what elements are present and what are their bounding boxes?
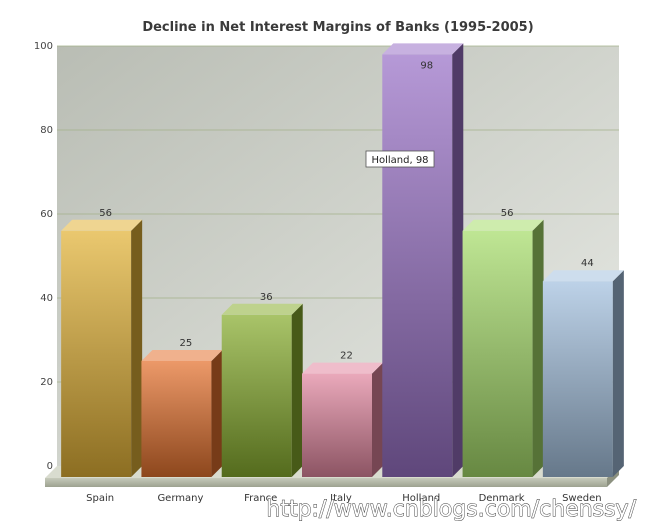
- bar-side: [372, 362, 383, 477]
- bar-side: [452, 43, 464, 478]
- bar-front: [382, 54, 453, 478]
- bar-front: [61, 230, 132, 477]
- value-label: 36: [260, 292, 273, 303]
- bar-side: [612, 270, 624, 477]
- bar-denmark[interactable]: [462, 219, 544, 478]
- x-tick-label: Holland: [402, 493, 440, 504]
- x-tick-label: Spain: [86, 493, 114, 504]
- bar-top: [221, 303, 303, 315]
- value-label: 56: [501, 208, 514, 219]
- y-tick-label: 0: [47, 461, 53, 472]
- bar-front: [462, 230, 533, 477]
- x-tick-label: Germany: [157, 493, 203, 504]
- bar-top: [382, 43, 464, 55]
- chart-title: Decline in Net Interest Margins of Banks…: [142, 20, 533, 35]
- x-tick-label: Sweden: [562, 493, 602, 504]
- y-tick-label: 60: [40, 209, 53, 220]
- value-label: 56: [99, 208, 112, 219]
- bar-italy[interactable]: [302, 362, 383, 477]
- bar-side: [211, 350, 223, 477]
- bar-france[interactable]: [221, 303, 303, 477]
- bar-germany[interactable]: [141, 350, 223, 477]
- bar-top: [61, 219, 143, 231]
- watermark-text: http://www.cnblogs.com/chenssy/: [266, 497, 636, 522]
- bar-side: [291, 303, 303, 477]
- x-tick-label: Italy: [330, 493, 352, 504]
- bar-front: [141, 361, 212, 477]
- bar-holland[interactable]: [382, 43, 464, 478]
- bar-front: [221, 314, 292, 477]
- x-tick-label: Denmark: [479, 493, 525, 504]
- bar-front: [542, 281, 613, 477]
- bar-side: [131, 219, 143, 478]
- value-label: 44: [581, 258, 594, 269]
- bar-top: [462, 219, 544, 231]
- tooltip-text: Holland, 98: [371, 155, 428, 166]
- bar-front: [302, 373, 372, 477]
- y-tick-label: 40: [40, 293, 53, 304]
- bar-top: [141, 350, 223, 361]
- value-label: 25: [180, 338, 193, 349]
- tooltip: Holland, 98: [365, 150, 435, 168]
- value-label: 22: [340, 351, 353, 362]
- bar-top: [542, 270, 624, 282]
- y-tick-label: 100: [34, 41, 53, 52]
- bar-top: [302, 362, 383, 374]
- y-tick-label: 80: [40, 125, 53, 136]
- y-tick-label: 20: [40, 377, 53, 388]
- bar-sweden[interactable]: [542, 270, 624, 477]
- x-tick-label: France: [244, 493, 277, 504]
- bar-side: [532, 219, 544, 478]
- value-label: 98: [420, 60, 433, 71]
- bar-spain[interactable]: [61, 219, 143, 478]
